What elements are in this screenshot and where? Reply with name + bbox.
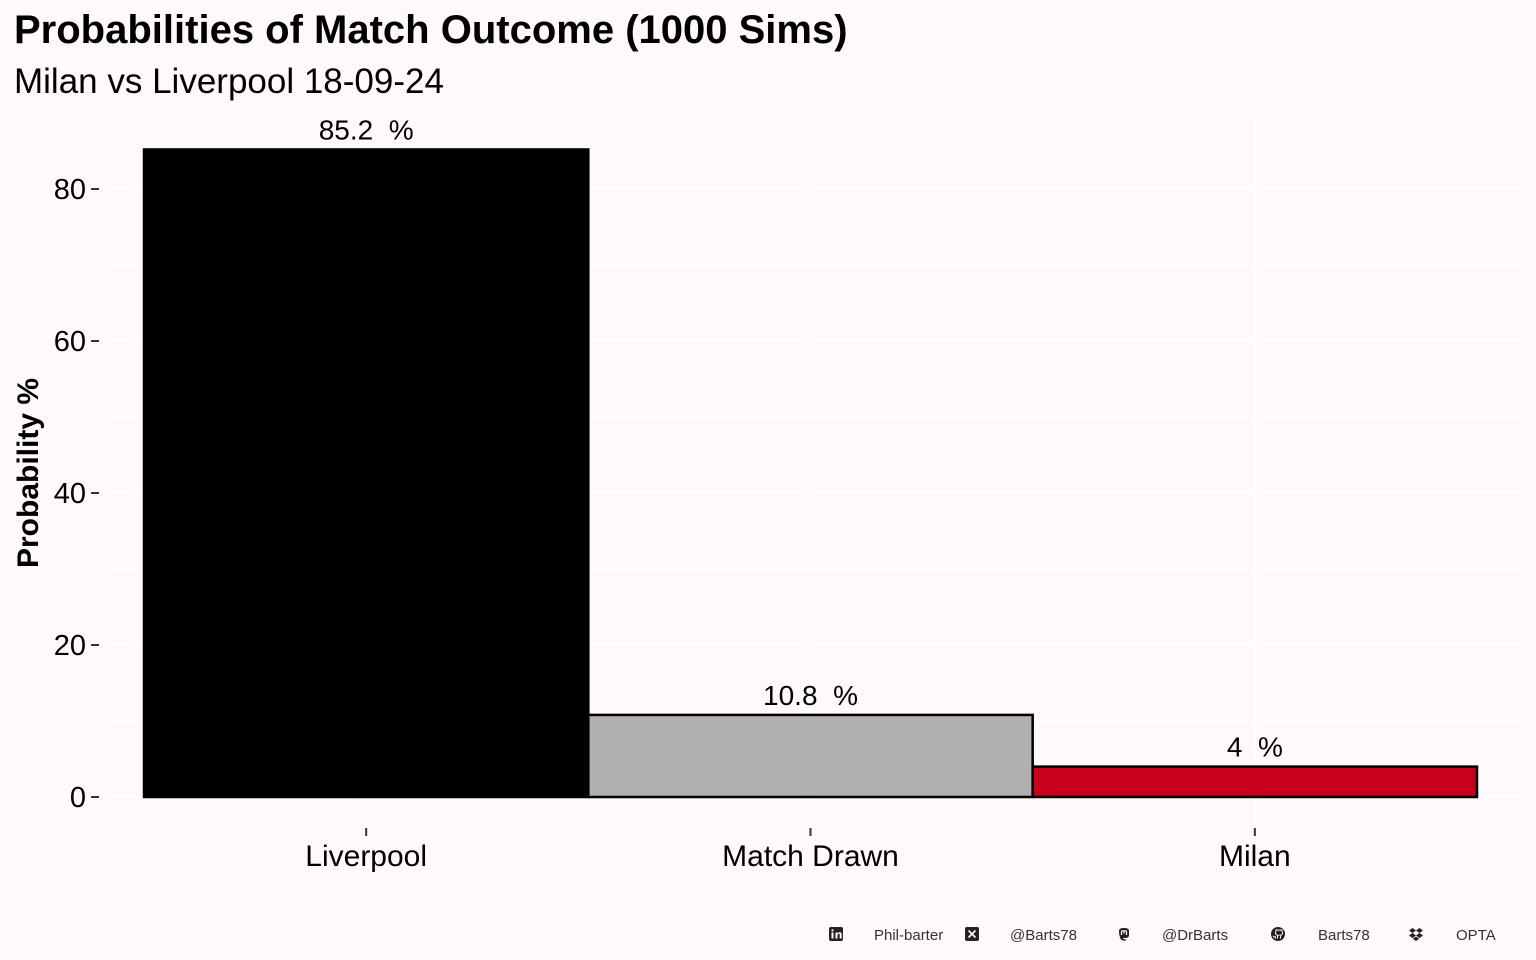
bar-match-drawn [587,713,1034,799]
x-tick-label: Milan [1219,840,1291,873]
x-tick-label: Match Drawn [722,840,899,873]
data-label: 85.2 % [319,114,414,145]
axes: 0 20 40 60 80 Liverpool Match Drawn Milan [54,174,1291,873]
y-tick-label: 0 [70,782,86,814]
y-tick-label: 80 [54,174,86,206]
bar-liverpool [142,148,590,799]
y-tick-label: 20 [54,630,86,662]
x-twitter-icon [965,927,979,941]
y-axis-label: Probability % [12,378,45,568]
y-tick-label: 60 [54,326,86,358]
footer-linkedin-label: Phil-barter [874,926,944,944]
data-label: 4 % [1227,732,1283,763]
footer-x-label: @Barts78 [1010,926,1077,944]
footer-github-label: Barts78 [1318,926,1370,944]
linkedin-icon [829,927,843,941]
data-label: 10.8 % [763,680,858,711]
x-tick-label: Liverpool [305,840,427,873]
bar-chart: 85.2 % 10.8 % 4 % 0 20 40 60 80 Liverpool Match … [12,114,1479,873]
chart-subtitle: Milan vs Liverpool 18-09-24 [14,62,444,101]
chart-title: Probabilities of Match Outcome (1000 Sim… [14,8,848,52]
bars: 85.2 % 10.8 % 4 % [142,114,1479,799]
y-tick-label: 40 [54,478,86,510]
dropbox-icon [1409,928,1423,941]
footer-mastodon-label: @DrBarts [1162,926,1229,944]
bar-milan [1031,765,1479,799]
github-icon [1271,927,1285,941]
mastodon-icon [1119,928,1129,941]
footer-dropbox-label: OPTA [1456,926,1496,944]
